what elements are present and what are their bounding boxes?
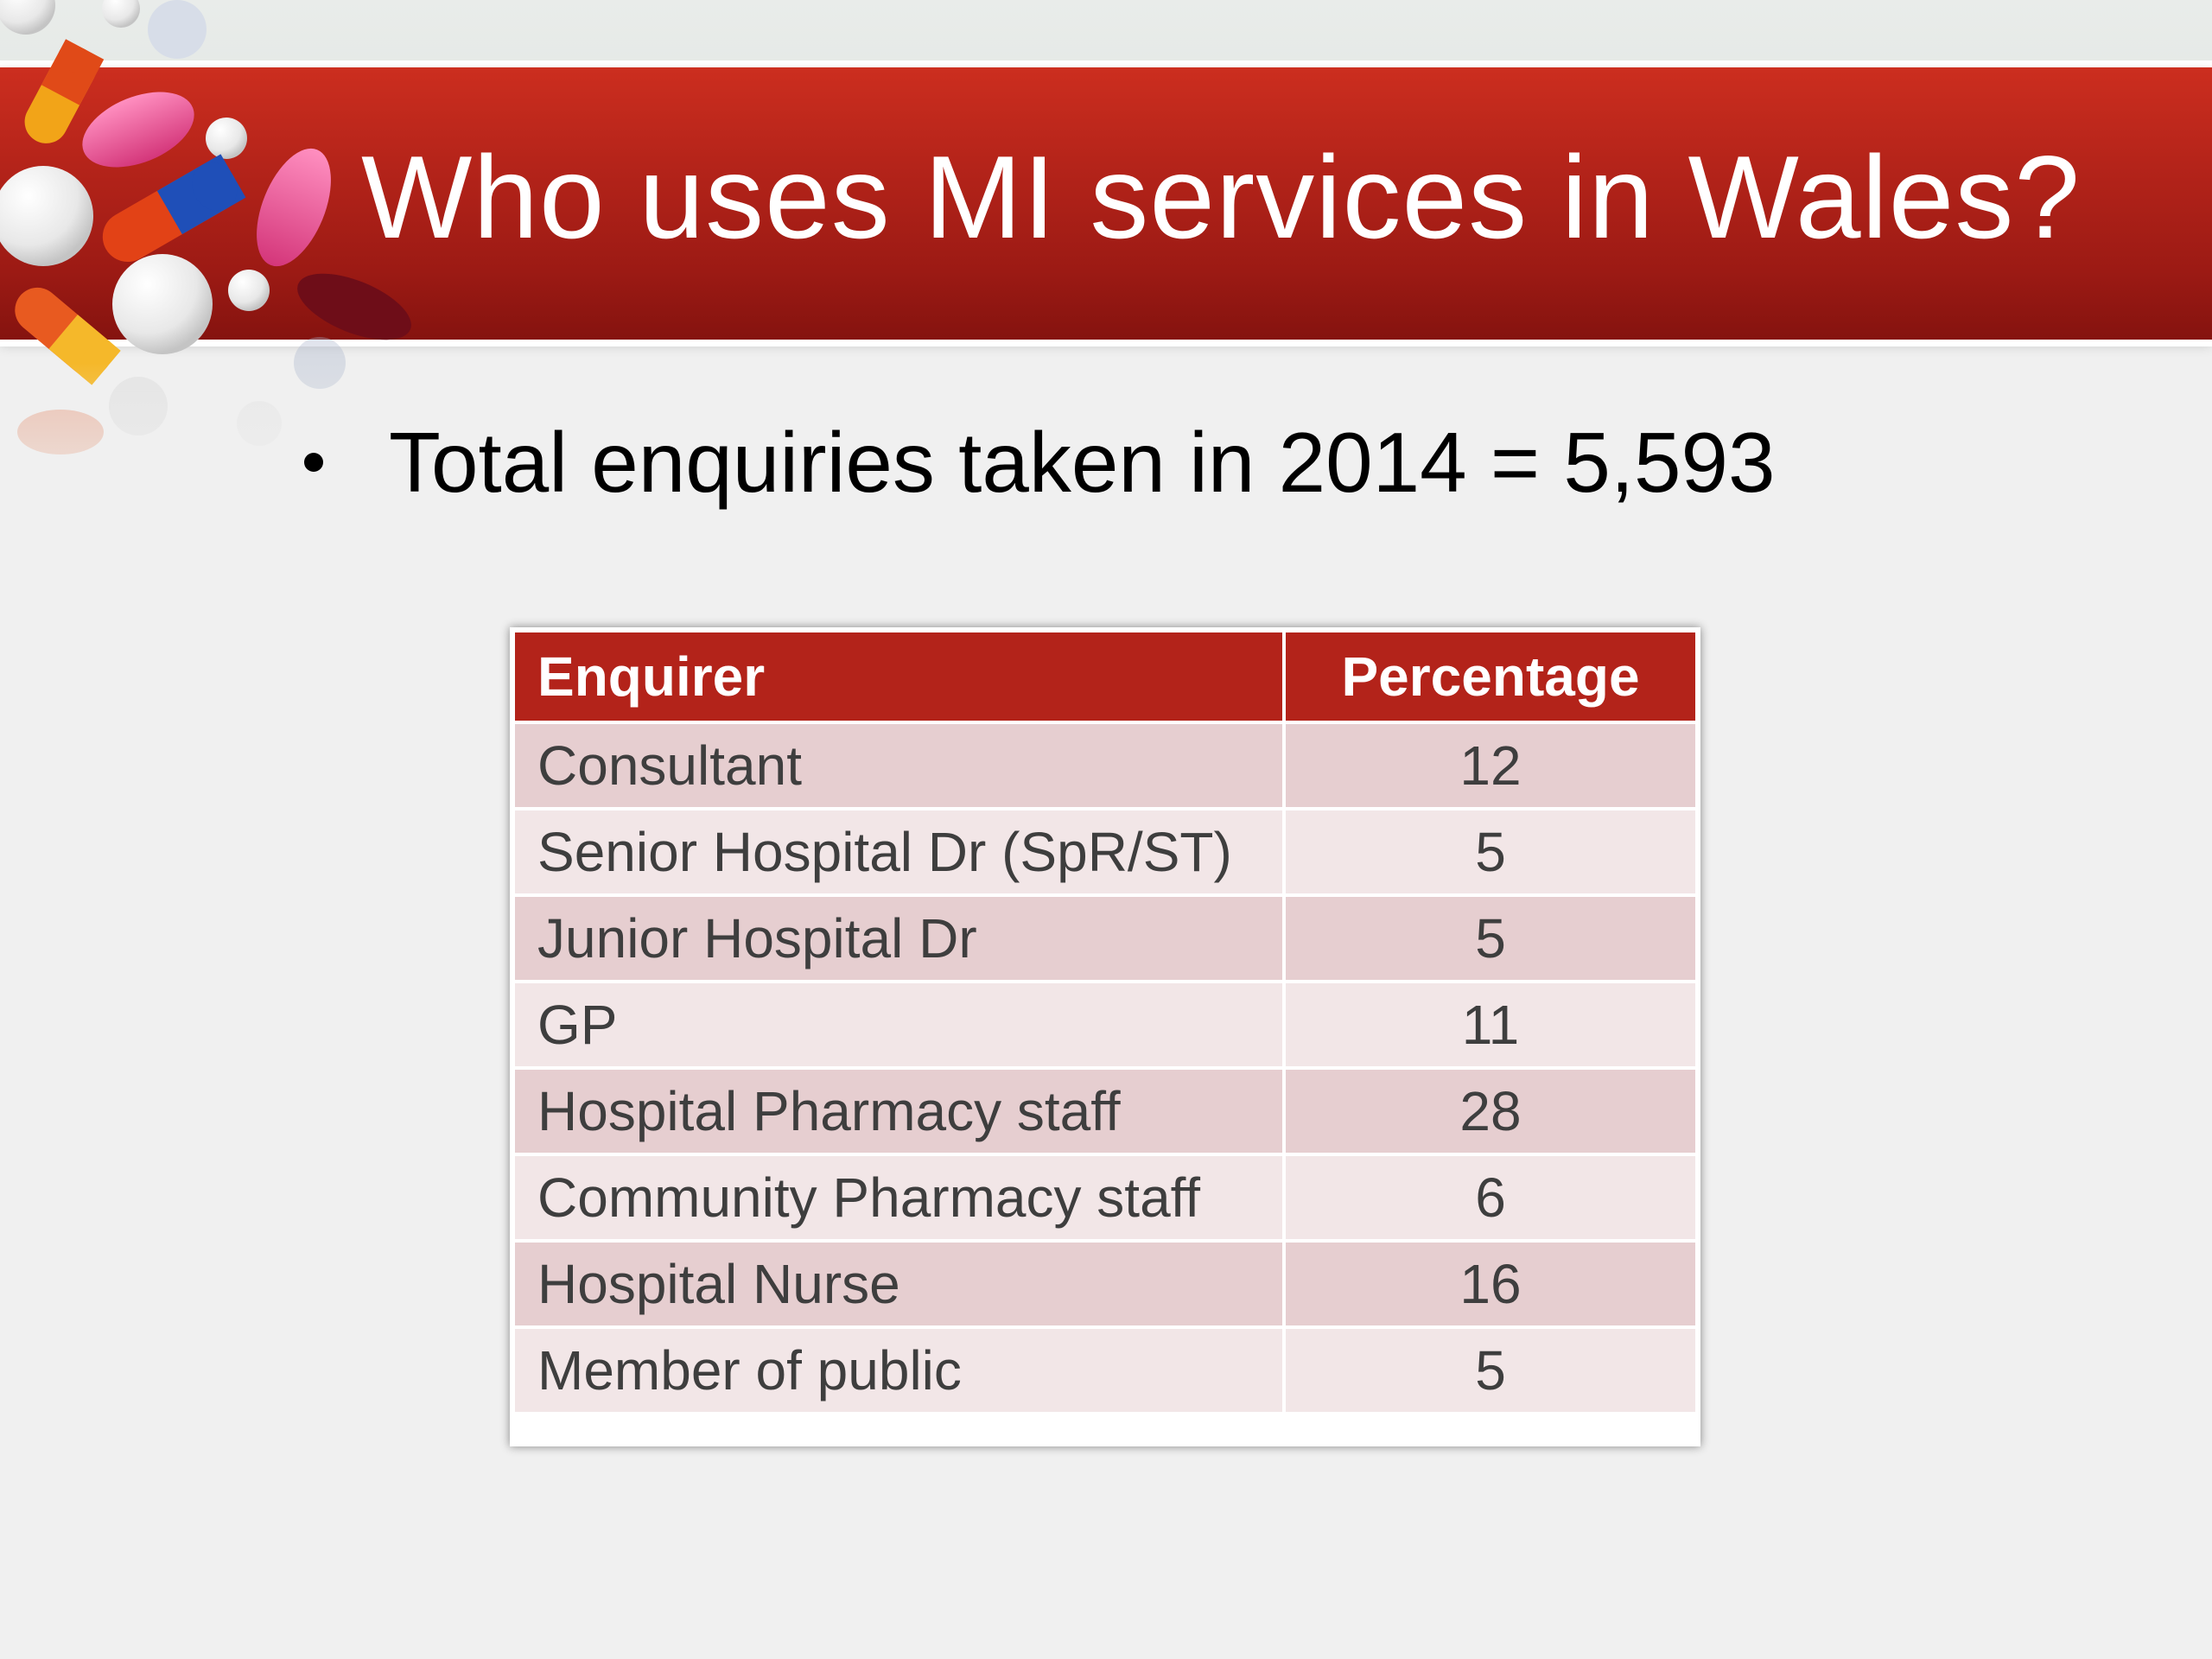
percentage-cell: 5: [1284, 1327, 1695, 1415]
banner-bottom-line: [0, 340, 2212, 346]
table-row: Junior Hospital Dr 5: [515, 895, 1695, 983]
enquirer-cell: Member of public: [515, 1327, 1286, 1415]
enquirer-cell: Community Pharmacy staff: [515, 1154, 1286, 1243]
enquirer-cell: Senior Hospital Dr (SpR/ST): [515, 809, 1286, 897]
slide-title: Who uses MI services in Wales?: [361, 131, 2081, 263]
table-header-row: Enquirer Percentage: [515, 632, 1695, 724]
percentage-cell: 12: [1284, 722, 1695, 810]
bullet-text: Total enquiries taken in 2014 = 5,593: [389, 414, 1776, 510]
bullet-point: Total enquiries taken in 2014 = 5,593: [304, 406, 1776, 518]
percentage-cell: 11: [1284, 982, 1695, 1070]
column-header-percentage: Percentage: [1284, 632, 1695, 724]
enquirer-cell: Junior Hospital Dr: [515, 895, 1286, 983]
enquirer-cell: Hospital Pharmacy staff: [515, 1068, 1286, 1156]
pills-and-capsules-icon: [0, 0, 484, 553]
table-row: Hospital Pharmacy staff 28: [515, 1068, 1695, 1156]
enquirer-cell: Consultant: [515, 722, 1286, 810]
table-row: Consultant 12: [515, 722, 1695, 810]
table-row: Community Pharmacy staff 6: [515, 1154, 1695, 1243]
percentage-cell: 5: [1284, 895, 1695, 983]
percentage-cell: 5: [1284, 809, 1695, 897]
table-row: Hospital Nurse 16: [515, 1241, 1695, 1329]
banner-top-line: [0, 60, 2212, 67]
column-header-enquirer: Enquirer: [515, 632, 1286, 724]
enquirer-cell: Hospital Nurse: [515, 1241, 1286, 1329]
top-strip: [0, 0, 2212, 60]
enquirer-table-frame: Enquirer Percentage Consultant 12 Senior…: [510, 627, 1700, 1446]
percentage-cell: 16: [1284, 1241, 1695, 1329]
enquirer-cell: GP: [515, 982, 1286, 1070]
table-row: Senior Hospital Dr (SpR/ST) 5: [515, 809, 1695, 897]
bullet-dot-icon: [304, 453, 323, 472]
percentage-cell: 6: [1284, 1154, 1695, 1243]
table-row: Member of public 5: [515, 1327, 1695, 1415]
percentage-cell: 28: [1284, 1068, 1695, 1156]
table-row: GP 11: [515, 982, 1695, 1070]
enquirer-table: Enquirer Percentage Consultant 12 Senior…: [515, 632, 1695, 1415]
